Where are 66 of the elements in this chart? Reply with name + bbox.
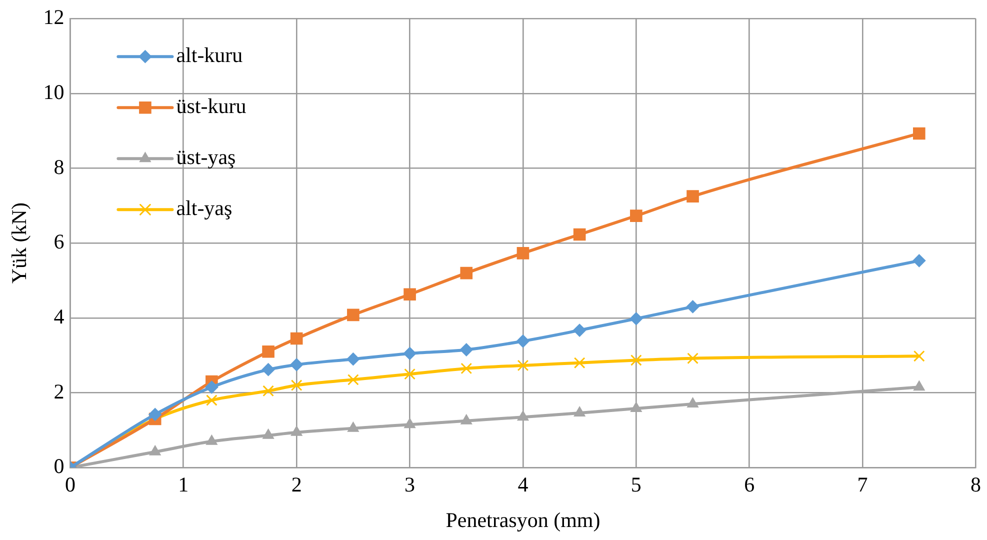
x-tick-label: 1 bbox=[178, 472, 189, 497]
point bbox=[516, 334, 530, 348]
point bbox=[912, 254, 926, 268]
y-tick-label: 6 bbox=[54, 230, 64, 254]
point bbox=[630, 210, 642, 222]
y-tick-label: 10 bbox=[43, 80, 64, 104]
x-axis-title: Penetrasyon (mm) bbox=[446, 508, 600, 532]
point bbox=[913, 380, 925, 391]
point bbox=[686, 190, 699, 202]
point bbox=[262, 428, 274, 439]
y-axis-title: Yük (kN) bbox=[7, 202, 32, 284]
y-tick-label: 12 bbox=[43, 5, 64, 30]
point bbox=[460, 343, 473, 356]
point bbox=[630, 402, 642, 412]
y-tick-label: 8 bbox=[54, 154, 64, 179]
point bbox=[347, 422, 359, 432]
point bbox=[403, 346, 416, 360]
legend-label: alt-kuru bbox=[176, 43, 244, 68]
point bbox=[290, 380, 302, 391]
y-tick-label: 4 bbox=[54, 304, 65, 328]
point bbox=[404, 368, 416, 380]
x-tick-label: 5 bbox=[630, 472, 642, 497]
x-tick-label: 4 bbox=[518, 472, 529, 497]
point bbox=[404, 418, 416, 428]
point bbox=[913, 350, 925, 362]
point bbox=[262, 363, 275, 376]
point bbox=[347, 374, 359, 386]
point bbox=[573, 324, 586, 337]
y-tick-label: 0 bbox=[54, 454, 64, 478]
x-tick-label: 2 bbox=[291, 472, 302, 497]
legend-label: üst-kuru bbox=[176, 94, 247, 118]
x-tick-label: 8 bbox=[970, 472, 981, 497]
point bbox=[262, 385, 274, 397]
x-tick-label: 7 bbox=[857, 472, 868, 497]
point bbox=[516, 247, 530, 260]
point bbox=[290, 332, 303, 345]
legend-label: üst-yaş bbox=[176, 145, 236, 170]
point bbox=[517, 360, 529, 372]
point bbox=[148, 408, 162, 421]
point bbox=[687, 352, 698, 364]
point bbox=[206, 434, 218, 445]
point bbox=[290, 426, 302, 436]
point bbox=[573, 228, 586, 241]
x-tick-label: 6 bbox=[744, 472, 755, 497]
point bbox=[149, 445, 161, 456]
point bbox=[574, 357, 586, 369]
point bbox=[630, 312, 643, 326]
point bbox=[574, 406, 586, 416]
point bbox=[630, 354, 642, 366]
point bbox=[517, 410, 529, 421]
x-tick-label: 3 bbox=[404, 472, 416, 497]
point bbox=[347, 308, 360, 322]
point bbox=[290, 358, 304, 372]
point bbox=[262, 345, 274, 358]
point bbox=[460, 266, 473, 280]
point bbox=[460, 362, 472, 374]
point bbox=[206, 394, 218, 406]
point bbox=[205, 380, 218, 394]
point bbox=[404, 288, 416, 301]
y-tick-label: 2 bbox=[54, 379, 64, 404]
point bbox=[686, 300, 700, 314]
legend-label: alt-yaş bbox=[176, 196, 232, 220]
point bbox=[460, 414, 472, 424]
point bbox=[346, 352, 360, 366]
point bbox=[912, 127, 926, 140]
point bbox=[687, 397, 698, 408]
